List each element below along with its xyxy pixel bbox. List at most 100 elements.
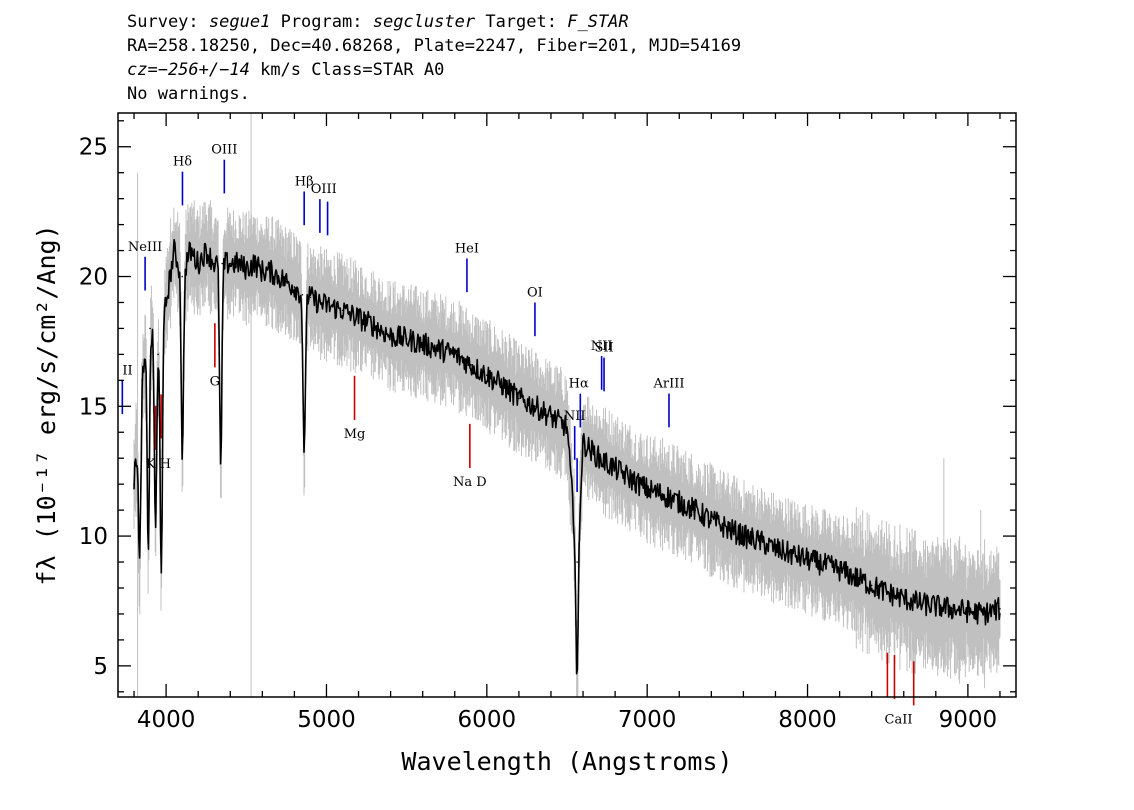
x-tick-label: 9000 (939, 707, 998, 733)
spectrum-point (951, 607, 953, 610)
emission-line-label: OIII (311, 182, 337, 197)
spectrum-point (967, 610, 969, 613)
spectrum-point (758, 540, 761, 543)
program-label: Program: (280, 12, 363, 32)
spectrum-point (710, 519, 713, 522)
spectrum-point (646, 488, 648, 491)
cz-class: km/s Class=STAR A0 (249, 60, 445, 80)
spectrum-point (341, 309, 344, 312)
header-line-survey: Survey: segue1 Program: segcluster Targe… (127, 10, 1027, 34)
emission-line-label: HeI (455, 241, 479, 256)
spectrum-point (614, 467, 616, 470)
spectrum-point (317, 301, 320, 304)
spectrum-point (838, 569, 841, 571)
spectrum-point (662, 493, 665, 496)
x-tick-label: 7000 (618, 707, 677, 733)
x-tick-label: 5000 (297, 707, 356, 733)
spectrum-point (229, 262, 232, 265)
y-tick-label: 10 (79, 524, 108, 550)
y-tick-label: 20 (79, 265, 108, 291)
x-tick-label: 4000 (137, 707, 196, 733)
emission-line-label: II (122, 363, 132, 378)
spectrum-point (309, 296, 312, 299)
y-tick-label: 15 (79, 394, 108, 420)
spectrum-point (854, 576, 857, 579)
spectrum-point (325, 304, 328, 306)
emission-line-label: SII (594, 341, 613, 356)
emission-line-label: NII (564, 409, 586, 424)
spectrum-point (518, 397, 520, 400)
spectrum-point (141, 379, 143, 382)
y-tick-label: 5 (93, 654, 108, 680)
spectrum-point (181, 275, 183, 278)
spectrum-point (806, 558, 809, 561)
spectrum-point (437, 348, 440, 350)
spectrum-point (902, 597, 905, 600)
spectrum-point (774, 548, 777, 550)
spectrum-point (453, 353, 456, 356)
spectrum-point (469, 363, 472, 366)
spectrum-point (550, 415, 552, 418)
absorption-line-label: CaII (885, 712, 913, 727)
absorption-line-label: Na D (453, 475, 487, 490)
spectrum-point (576, 561, 578, 563)
spectrum-point (373, 325, 376, 327)
emission-line-label: OIII (211, 143, 237, 158)
spectrum-point (157, 353, 159, 356)
spectrum-point (149, 327, 151, 330)
absorption-line-label: G (210, 374, 220, 389)
spectrum-point (301, 293, 304, 296)
absorption-line-label: K H (146, 457, 171, 472)
survey-value: segue1 (208, 12, 271, 32)
spectrum-point (261, 270, 264, 273)
spectrum-point (357, 317, 360, 319)
header-line-warnings: No warnings. (127, 84, 250, 104)
emission-line-label: NII (591, 339, 613, 354)
spectrum-point (790, 553, 793, 556)
spectrum-point (726, 527, 729, 530)
absorption-line-label: Mg (344, 427, 366, 442)
spectral-lines: IINeIIIHδOIIIHβOIIIHeIOINIIHαNIISIIArIII… (121, 143, 915, 727)
axis-ticks: 4000 5000 6000 7000 8000 9000 5 10 15 20 25 (79, 113, 1016, 733)
spectrum-point (205, 249, 207, 252)
spectrum-point (486, 374, 488, 376)
emission-line-label: ArIII (652, 377, 684, 392)
header-line-coordinates: RA=258.18250, Dec=40.68268, Plate=2247, … (127, 36, 742, 56)
x-axis-title: Wavelength (Angstroms) (401, 747, 732, 776)
spectrum-point (822, 563, 825, 566)
spectrum-point (237, 262, 240, 265)
y-tick-label: 25 (79, 135, 108, 161)
spectrum-point (213, 262, 216, 265)
emission-line-label: OI (527, 285, 543, 300)
program-value: segcluster (372, 12, 476, 32)
spectrum-point (253, 262, 256, 265)
spectrum-point (534, 405, 536, 408)
spectrum-point (999, 607, 1001, 610)
y-axis-title: fλ (10⁻¹⁷ erg/s/cm²/Ang) (32, 224, 61, 585)
spectrum-point (165, 301, 167, 304)
noise-band (133, 113, 1001, 697)
spectrum-point (221, 262, 224, 265)
spectrum-point (918, 602, 921, 605)
spectrum-point (598, 457, 600, 460)
spectrum-point (133, 483, 135, 485)
spectrum-point (678, 501, 681, 504)
emission-line-label: Hδ (173, 155, 192, 170)
spectrum-point (293, 286, 296, 288)
survey-label: Survey: (127, 12, 199, 32)
spectrum-point (389, 335, 392, 338)
spectrum-point (502, 384, 504, 387)
spectrum-header: Survey: segue1 Program: segcluster Targe… (127, 10, 1027, 106)
spectrum-point (983, 613, 985, 615)
spectrum-point (285, 280, 288, 283)
cz-label: cz= (127, 60, 158, 80)
spectrum-point (694, 509, 697, 511)
emission-line-label: Hα (569, 377, 589, 392)
x-tick-label: 8000 (778, 707, 837, 733)
target-value: F_STAR (567, 12, 629, 32)
spectrum-point (582, 441, 584, 444)
spectrum-point (197, 262, 199, 265)
spectrum-point (189, 249, 191, 252)
plot-frame (117, 112, 1017, 698)
